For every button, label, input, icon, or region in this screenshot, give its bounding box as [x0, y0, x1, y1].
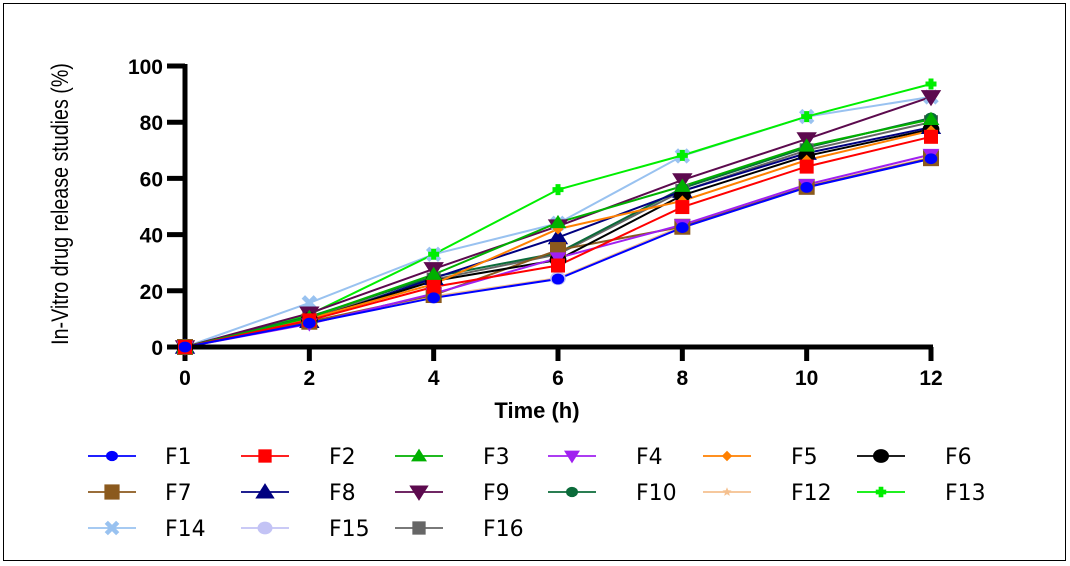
legend: F1 F2 F3 F4 F5 F6 F7 F8 F9 F10 F12 F13 F14 F15 F16	[88, 445, 986, 542]
data-point-f13	[676, 149, 688, 161]
legend-marker-f2	[258, 449, 272, 463]
legend-marker-f10	[566, 486, 578, 498]
data-point-f3	[798, 138, 816, 152]
data-point-f3	[922, 111, 940, 125]
legend-marker-f12	[722, 487, 732, 496]
legend-label: F3	[483, 445, 510, 470]
marker-layer	[174, 78, 942, 357]
data-point-f9	[920, 90, 942, 107]
y-axis-title: In-Vitro drug release studies (%)	[46, 63, 73, 345]
y-tick-label: 60	[140, 168, 163, 191]
x-tick-label: 0	[179, 367, 191, 390]
legend-item-f7: F7	[88, 481, 192, 506]
legend-label: F15	[329, 517, 370, 542]
data-point-f13	[925, 78, 937, 90]
y-tick-label: 0	[151, 337, 163, 360]
data-point-f3	[425, 266, 443, 281]
data-point-f8	[547, 228, 569, 245]
legend-label: F2	[329, 445, 356, 470]
data-point-f1	[178, 341, 192, 353]
legend-marker-f9	[409, 485, 429, 501]
legend-label: F12	[791, 481, 832, 506]
legend-label: F8	[329, 481, 356, 506]
y-tick-label: 80	[140, 112, 163, 135]
data-point-f2	[426, 279, 441, 294]
legend-label: F4	[636, 445, 663, 470]
legend-marker-f7	[104, 484, 120, 500]
chart-frame	[3, 3, 1066, 561]
y-tick-label: 40	[140, 225, 163, 248]
legend-item-f15: F15	[241, 517, 370, 542]
legend-label: F13	[945, 481, 986, 506]
data-point-f3	[673, 178, 691, 192]
legend-label: F10	[636, 481, 677, 506]
legend-item-f4: F4	[548, 445, 663, 470]
x-tick-label: 4	[428, 367, 440, 390]
data-point-f1	[303, 317, 316, 329]
legend-marker-f4	[564, 450, 580, 464]
legend-marker-f3	[411, 448, 427, 462]
legend-marker-f8	[255, 483, 275, 499]
x-ticks: 0 2 4 6 8 10 12	[179, 347, 943, 390]
series-markers-f1	[178, 153, 938, 353]
y-tick-label: 20	[140, 281, 163, 304]
legend-item-f3: F3	[395, 445, 510, 470]
legend-item-f6: F6	[857, 445, 972, 470]
legend-item-f9: F9	[395, 481, 510, 506]
legend-item-f8: F8	[241, 481, 356, 506]
data-point-f13	[801, 111, 813, 123]
axes: 0 20 40 60 80 100 0 2 4 6 8 10 12	[128, 56, 943, 390]
x-tick-label: 2	[303, 367, 315, 390]
y-ticks: 0 20 40 60 80 100	[128, 56, 185, 360]
legend-item-f14: F14	[88, 517, 206, 542]
legend-marker-f6	[873, 449, 889, 463]
data-point-f1	[924, 153, 938, 165]
data-point-f2	[675, 200, 690, 215]
x-axis-title: Time (h)	[494, 398, 579, 423]
legend-label: F6	[945, 445, 972, 470]
legend-marker-f5	[721, 450, 733, 462]
legend-item-f16: F16	[395, 517, 524, 542]
legend-item-f10: F10	[548, 481, 677, 506]
legend-marker-f15	[257, 521, 273, 535]
legend-marker-f14	[104, 520, 120, 536]
data-point-f13	[428, 248, 440, 260]
legend-item-f1: F1	[88, 445, 192, 470]
data-point-f1	[676, 222, 689, 233]
x-tick-label: 10	[795, 367, 818, 390]
legend-marker-f16	[412, 521, 426, 535]
data-point-f3	[549, 214, 567, 229]
legend-item-f2: F2	[241, 445, 356, 470]
legend-label: F9	[483, 481, 510, 506]
legend-item-f5: F5	[703, 445, 818, 470]
data-point-f2	[799, 159, 814, 174]
x-tick-label: 12	[919, 367, 942, 390]
x-marker-stroke	[104, 520, 120, 536]
legend-marker-f13	[875, 486, 887, 498]
x-tick-label: 6	[552, 367, 564, 390]
data-point-f13	[552, 184, 564, 196]
data-point-f2	[924, 129, 938, 144]
data-point-f1	[427, 292, 440, 304]
data-point-f1	[551, 273, 565, 285]
data-point-f1	[800, 181, 813, 193]
legend-label: F1	[165, 445, 192, 470]
legend-item-f13: F13	[857, 481, 986, 506]
legend-item-f12: F12	[703, 481, 832, 506]
x-tick-label: 8	[676, 367, 688, 390]
legend-label: F14	[165, 517, 206, 542]
legend-label: F5	[791, 445, 818, 470]
data-point-f2	[551, 258, 565, 273]
legend-label: F16	[483, 517, 524, 542]
legend-marker-f1	[106, 450, 118, 462]
y-tick-label: 100	[128, 56, 163, 79]
legend-label: F7	[165, 481, 192, 506]
